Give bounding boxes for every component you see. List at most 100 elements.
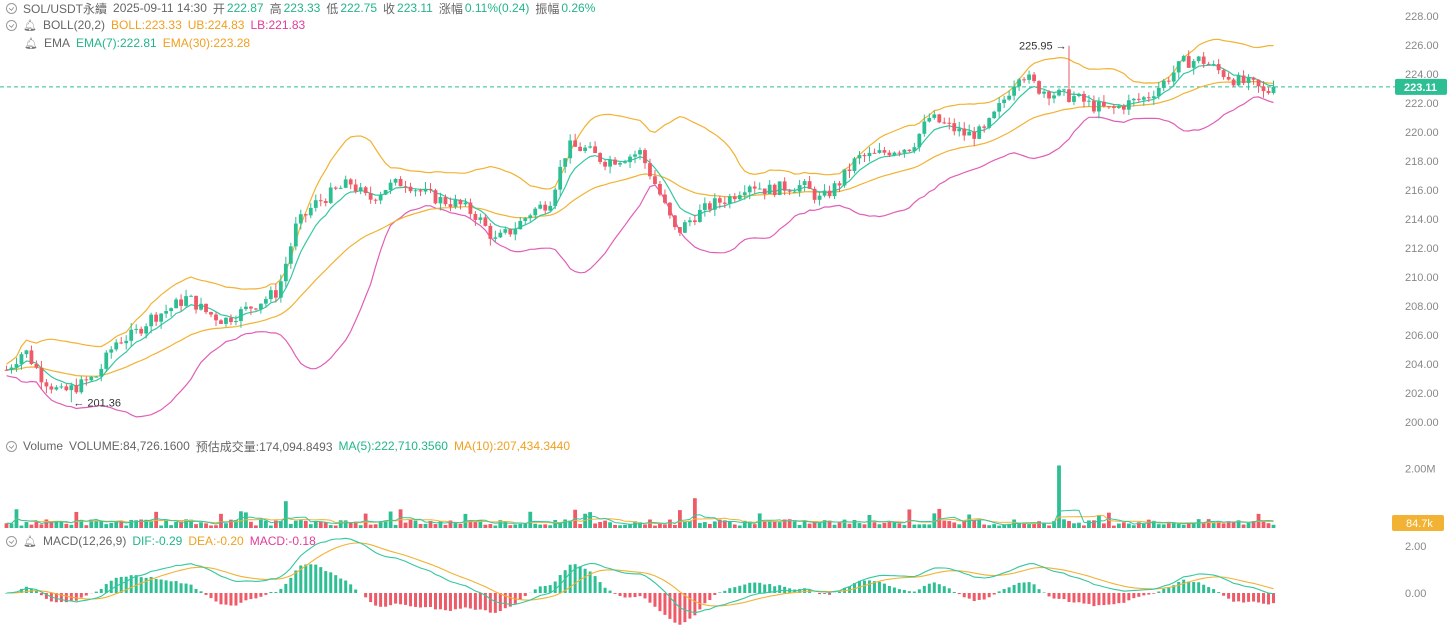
candle-body (44, 382, 49, 387)
macd-histogram-bar (723, 590, 727, 593)
volume-bar (483, 524, 488, 528)
volume-bar (1077, 522, 1081, 528)
macd-histogram-bar (638, 593, 642, 597)
candle-body (1251, 77, 1256, 80)
candle-body (184, 296, 188, 306)
candle-body (428, 188, 433, 191)
macd-histogram-bar (1047, 593, 1051, 597)
macd-histogram-bar (234, 593, 238, 606)
macd-histogram-bar (523, 593, 527, 596)
volume-bar (478, 520, 483, 528)
volume-bar (338, 520, 343, 528)
candle-body (757, 188, 762, 190)
candle-body (159, 313, 164, 322)
candle-body (508, 229, 513, 235)
candle-body (513, 229, 518, 235)
candle-body (443, 197, 448, 205)
candle-body (328, 187, 333, 203)
volume-bar (807, 523, 812, 528)
candle-body (797, 185, 802, 192)
macd-histogram-bar (374, 593, 378, 606)
bell-icon[interactable]: 🔔︎ (23, 19, 37, 32)
visibility-toggle-icon[interactable] (6, 2, 17, 14)
candle-body (468, 202, 473, 214)
volume-bar (917, 524, 922, 528)
macd-histogram-bar (59, 593, 63, 603)
volume-bar (1126, 523, 1131, 528)
price-axis-tick: 216.00 (1405, 185, 1439, 197)
macd-histogram-bar (438, 593, 442, 610)
macd-histogram-bar (1087, 593, 1091, 604)
volume-bar (947, 521, 952, 528)
macd-histogram-bar (947, 588, 951, 593)
volume-bar (378, 521, 383, 528)
macd-axis-tick: 0.00 (1405, 588, 1426, 600)
candle-body (712, 198, 717, 210)
candle-body (1241, 75, 1246, 84)
macd-histogram-bar (778, 585, 782, 593)
volume-bar (1216, 521, 1221, 528)
macd-histogram-bar (588, 571, 592, 593)
volume-bar (388, 511, 393, 528)
visibility-toggle-icon[interactable] (6, 19, 17, 31)
macd-histogram-bar (573, 564, 577, 593)
macd-histogram-bar (369, 593, 373, 603)
volume-bar (488, 524, 493, 528)
macd-histogram-bar (453, 593, 457, 610)
macd-histogram-bar (688, 593, 692, 619)
macd-histogram-bar (1012, 584, 1016, 593)
candle-body (1077, 93, 1081, 97)
volume-bar (293, 520, 298, 528)
volume-bar (1241, 524, 1246, 528)
volume-bar (977, 520, 982, 528)
candle-body (957, 128, 962, 132)
volume-bar (927, 524, 932, 528)
volume-ma5: MA(5):222,710.3560 (338, 439, 448, 453)
macd-histogram-bar (1037, 589, 1041, 593)
candle-body (24, 350, 29, 355)
visibility-toggle-icon[interactable] (6, 535, 17, 547)
candle-body (787, 190, 792, 192)
macd-histogram-bar (1157, 591, 1161, 593)
volume-bar (648, 519, 652, 528)
candle-body (39, 367, 44, 383)
volume-ma10: MA(10):207,434.3440 (453, 439, 571, 453)
volume-bar (902, 525, 907, 528)
macd-histogram-bar (219, 593, 223, 605)
candle-body (194, 295, 198, 310)
macd-histogram-bar (1077, 593, 1081, 603)
bell-icon[interactable]: 🔔︎ (24, 37, 38, 50)
candle-body (1037, 81, 1041, 94)
visibility-toggle-icon[interactable] (6, 440, 17, 452)
volume-bar (1271, 524, 1276, 528)
candle-body (14, 364, 19, 368)
candle-body (682, 222, 687, 233)
volume-bar (638, 522, 642, 528)
macd-histogram-bar (149, 576, 153, 593)
macd-histogram-bar (798, 589, 802, 593)
candle-body (463, 202, 468, 205)
macd-histogram-bar (932, 582, 936, 593)
candle-body (1062, 89, 1066, 91)
candle-body (702, 203, 707, 210)
volume-bar (29, 524, 34, 528)
volume-bar (862, 524, 867, 528)
volume-bar (812, 521, 817, 528)
macd-histogram-bar (1222, 593, 1226, 596)
candle-body (1022, 79, 1026, 81)
candle-body (857, 155, 862, 159)
volume-bar (49, 521, 54, 528)
macd-histogram-bar (164, 580, 168, 593)
volume-bar (1266, 523, 1271, 528)
candle-body (633, 154, 637, 157)
macd-histogram-bar (119, 576, 123, 593)
candle-body (34, 363, 39, 368)
macd-histogram-bar (1072, 593, 1076, 603)
macd-histogram-bar (828, 593, 832, 595)
volume-bar (1131, 525, 1136, 528)
macd-histogram-bar (912, 591, 916, 593)
bell-icon[interactable]: 🔔︎ (23, 535, 37, 548)
macd-histogram-bar (1147, 593, 1151, 595)
change-label: 涨幅 (438, 1, 463, 16)
